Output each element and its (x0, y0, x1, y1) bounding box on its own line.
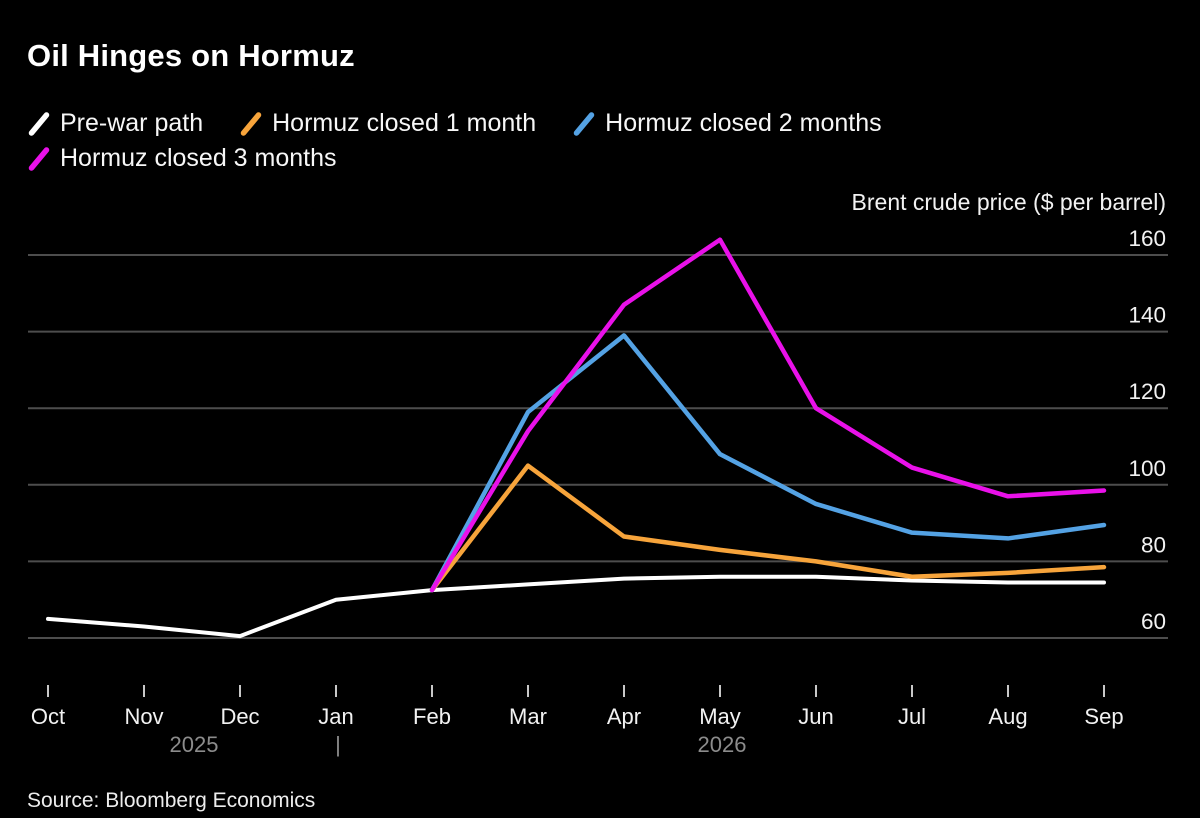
x-tick-label: Sep (1084, 704, 1123, 729)
y-tick-label: 100 (1128, 456, 1166, 481)
series-line-hormuz-closed-1-month (429, 463, 1107, 593)
source-note: Source: Bloomberg Economics (27, 789, 316, 812)
series-line-hormuz-closed-2-months (429, 333, 1107, 593)
x-tick-label: Jun (798, 704, 833, 729)
series (46, 237, 1107, 639)
legend-item-label: Pre-war path (60, 109, 204, 137)
gridlines (28, 254, 1168, 639)
legend: Pre-war path Hormuz closed 1 month Hormuz … (27, 106, 882, 176)
series-line-hormuz-closed-3-months (429, 237, 1107, 593)
legend-item: Hormuz closed 1 month (239, 109, 536, 138)
series-line-pre-war-path (46, 574, 1106, 639)
year-label: 2025 (170, 732, 219, 757)
legend-row-1: Pre-war path Hormuz closed 1 month Hormuz … (27, 106, 882, 141)
x-tick-label: Nov (124, 704, 163, 729)
y-tick-label: 140 (1128, 303, 1166, 328)
line-style-slash-icon (28, 111, 50, 136)
x-tick-label: Jan (318, 704, 353, 729)
line-style-slash-icon (28, 146, 50, 171)
chart-title: Oil Hinges on Hormuz (27, 38, 355, 73)
legend-item: Hormuz closed 3 months (27, 144, 337, 173)
x-tick-label: Feb (413, 704, 451, 729)
legend-row-2: Hormuz closed 3 months (27, 141, 882, 176)
y-tick-label: 160 (1128, 226, 1166, 251)
y-tick-label: 80 (1141, 532, 1166, 557)
x-tick-label: Oct (31, 704, 65, 729)
x-tick-label: Aug (988, 704, 1027, 729)
x-tick-label: Jul (898, 704, 926, 729)
legend-item-label: Hormuz closed 3 months (60, 144, 337, 172)
line-style-slash-icon (240, 111, 262, 136)
x-tick-label: May (699, 704, 741, 729)
x-tick-label: Mar (509, 704, 547, 729)
legend-item: Hormuz closed 2 months (572, 109, 882, 138)
legend-item-label: Hormuz closed 2 months (605, 109, 882, 137)
y-axis-labels: 160 140 120 100 80 60 (1128, 226, 1166, 634)
x-tick-label: Dec (220, 704, 259, 729)
x-axis: Oct Nov Dec Jan Feb Mar Apr May Jun Jul Aug Sep (31, 685, 1124, 729)
legend-item-label: Hormuz closed 1 month (272, 109, 537, 137)
y-tick-label: 60 (1141, 609, 1166, 634)
legend-item: Pre-war path (27, 109, 203, 138)
y-tick-label: 120 (1128, 379, 1166, 404)
x-tick-label: Apr (607, 704, 641, 729)
year-separator: | (335, 732, 341, 757)
y-axis-title: Brent crude price ($ per barrel) (851, 189, 1166, 215)
x-axis-years: 2025 | 2026 (170, 732, 747, 757)
year-label: 2026 (698, 732, 747, 757)
line-style-slash-icon (573, 111, 595, 136)
